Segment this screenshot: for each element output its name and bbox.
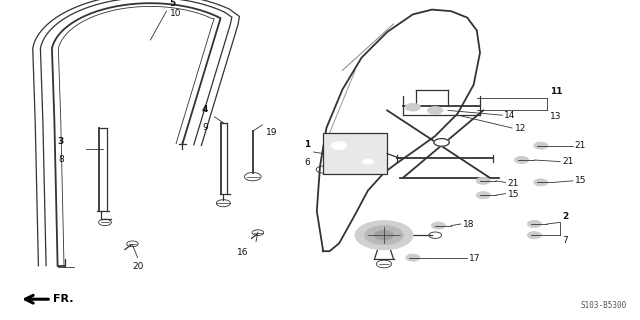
Text: 1: 1 (304, 140, 310, 149)
Text: 6: 6 (305, 158, 310, 167)
Text: 21: 21 (562, 157, 573, 166)
Circle shape (428, 107, 443, 114)
Text: 10: 10 (170, 9, 181, 18)
Text: 18: 18 (463, 220, 474, 229)
Circle shape (476, 177, 490, 184)
Circle shape (332, 142, 347, 149)
Circle shape (534, 179, 548, 186)
Text: 19: 19 (266, 128, 277, 137)
Circle shape (434, 139, 449, 146)
Circle shape (405, 103, 420, 111)
Bar (323, 133, 387, 174)
Text: 5: 5 (170, 0, 176, 8)
Text: 14: 14 (504, 111, 516, 120)
Text: 7: 7 (562, 236, 568, 245)
Circle shape (365, 226, 403, 245)
Circle shape (363, 159, 373, 164)
Circle shape (515, 156, 529, 164)
Text: 16: 16 (237, 248, 249, 257)
Text: 21: 21 (508, 179, 519, 188)
Text: 9: 9 (202, 123, 208, 132)
Circle shape (527, 232, 541, 239)
Text: S103-B5300: S103-B5300 (581, 301, 627, 310)
Circle shape (406, 254, 420, 261)
Text: 2: 2 (562, 212, 568, 221)
Text: 17: 17 (469, 254, 481, 263)
Text: 20: 20 (132, 262, 143, 271)
Text: FR.: FR. (53, 294, 74, 304)
Circle shape (476, 192, 490, 199)
Circle shape (374, 230, 394, 240)
Circle shape (527, 220, 541, 228)
Text: 3: 3 (58, 137, 64, 146)
Text: 15: 15 (508, 190, 519, 199)
Text: 13: 13 (550, 112, 562, 121)
Circle shape (431, 222, 445, 229)
Text: 8: 8 (58, 155, 64, 164)
Text: 15: 15 (575, 176, 586, 185)
Circle shape (534, 142, 548, 149)
Text: 11: 11 (550, 87, 563, 96)
Text: 4: 4 (202, 105, 208, 114)
Text: 21: 21 (575, 141, 586, 150)
Circle shape (355, 221, 413, 250)
Text: 12: 12 (515, 124, 527, 133)
